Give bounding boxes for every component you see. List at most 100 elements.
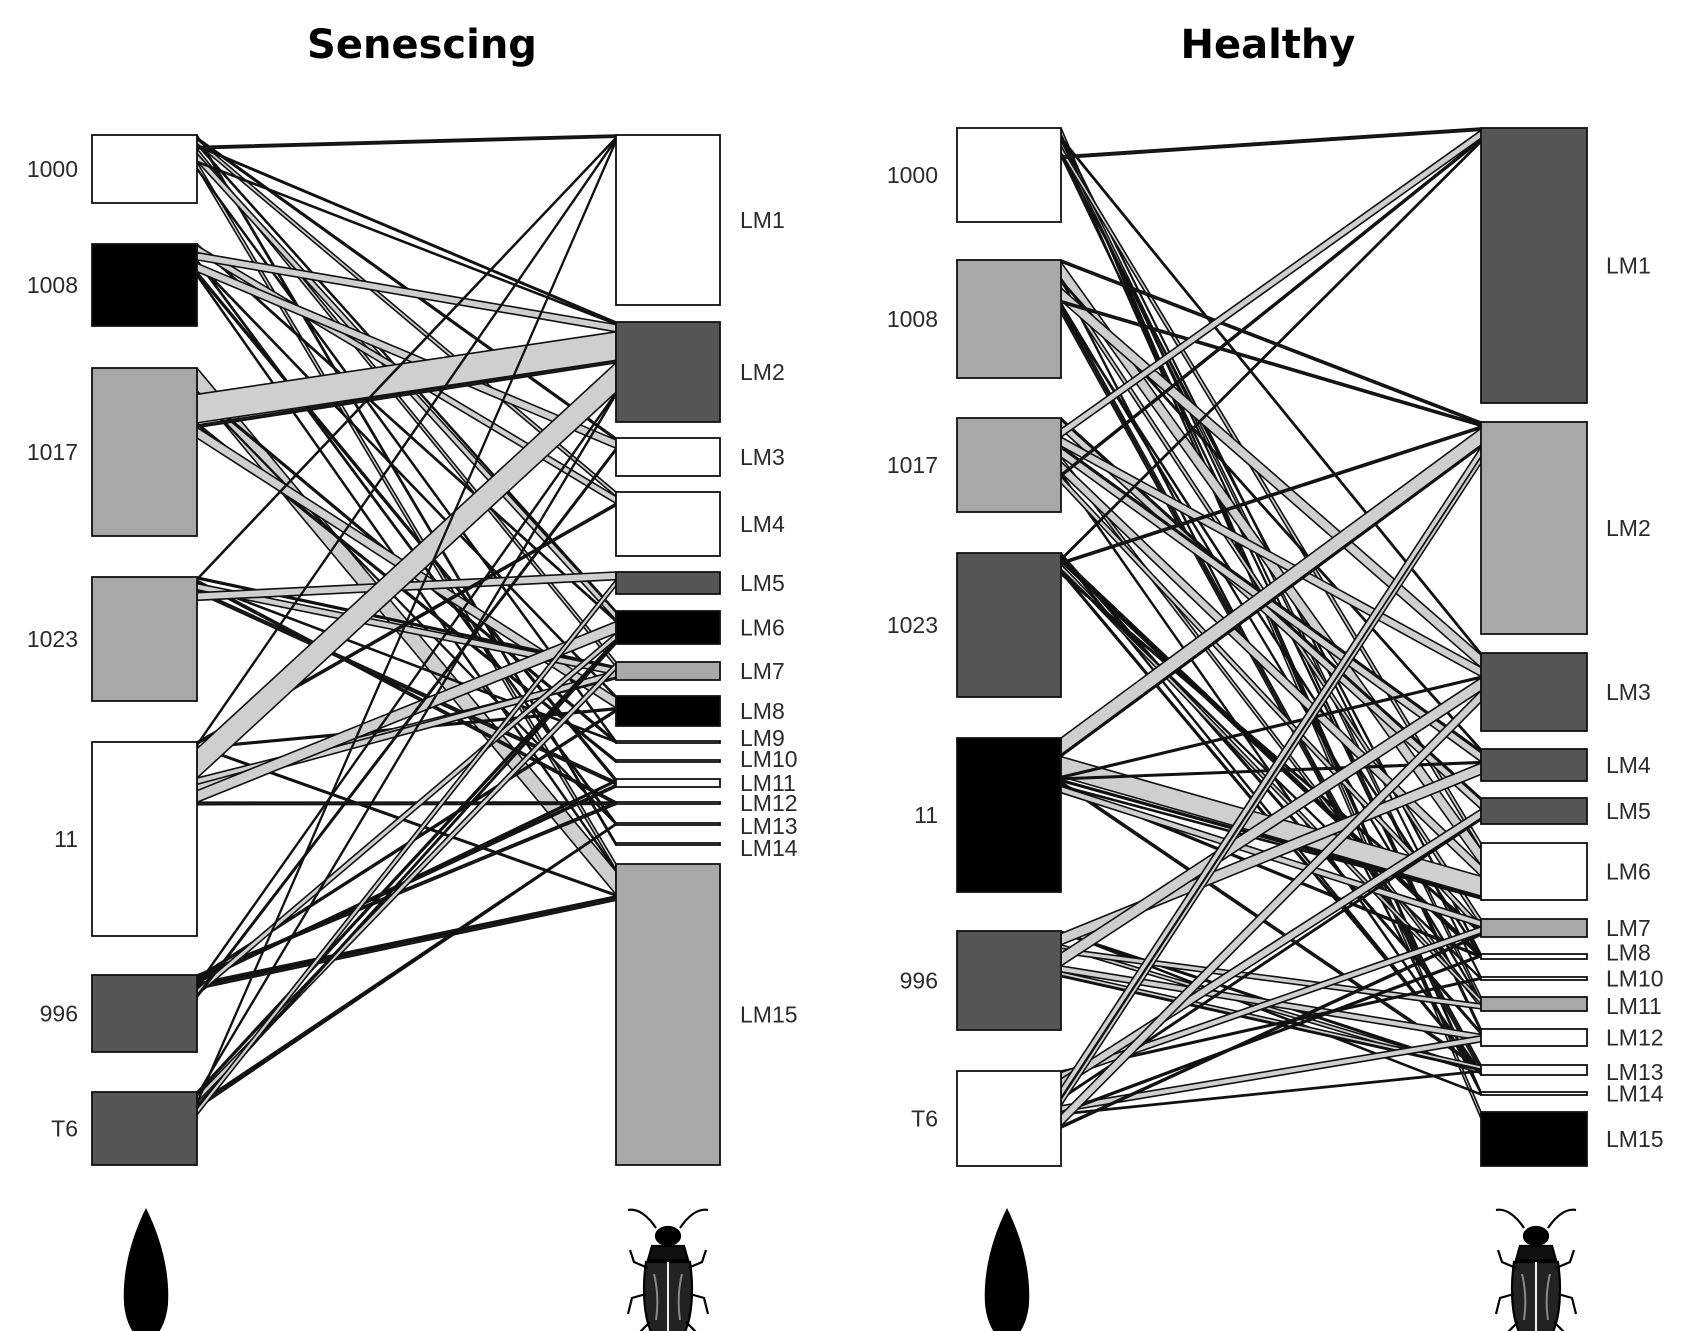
beetle-icon — [626, 1208, 710, 1331]
insect-label: LM8 — [1606, 940, 1651, 966]
plant-node — [956, 1070, 1062, 1167]
insect-label: LM1 — [740, 207, 785, 233]
insect-label: LM6 — [1606, 859, 1651, 885]
insect-label: LM8 — [740, 698, 785, 724]
panel-title: Healthy — [1181, 22, 1356, 68]
interaction-link — [196, 578, 617, 1116]
insect-label: LM12 — [740, 790, 798, 816]
interaction-link — [1060, 784, 1482, 900]
insect-node — [615, 695, 721, 727]
interaction-link — [1060, 127, 1482, 160]
plant-node — [956, 737, 1062, 893]
link-layer — [1060, 127, 1482, 1129]
insect-node — [1480, 652, 1588, 732]
plant-label: 11 — [54, 826, 78, 852]
insect-node — [615, 801, 721, 805]
insect-node — [615, 842, 721, 846]
panel-senescing: Senescing 1000 1008 1017 1023 11 996 T6 LM1 LM2 L… — [27, 22, 798, 1331]
insect-node — [1480, 953, 1588, 960]
insect-label: LM9 — [740, 725, 785, 751]
insect-node — [615, 491, 721, 557]
insect-label: LM13 — [1606, 1059, 1664, 1085]
insect-node — [615, 610, 721, 645]
plant-label: 1008 — [27, 272, 78, 298]
insect-label: LM7 — [1606, 915, 1651, 941]
insect-node — [1480, 918, 1588, 938]
insect-label: LM4 — [740, 511, 785, 537]
insect-label: LM14 — [740, 835, 798, 861]
plant-label: 1023 — [887, 612, 938, 638]
interaction-link — [196, 392, 617, 1097]
insect-node — [1480, 127, 1588, 404]
label-layer: 1000 1008 1017 1023 11 996 T6 LM1 LM2 LM3 LM4 LM5 LM… — [27, 156, 798, 1142]
insect-node — [615, 661, 721, 681]
plant-node — [956, 930, 1062, 1031]
interaction-link — [196, 801, 617, 806]
insect-label: LM11 — [740, 770, 796, 796]
plant-label: 1017 — [27, 439, 78, 465]
plant-node — [91, 243, 198, 327]
insect-node — [615, 740, 721, 744]
insect-label: LM14 — [1606, 1081, 1664, 1107]
insect-label: LM13 — [740, 813, 798, 839]
plant-node — [91, 576, 198, 702]
insect-node — [615, 778, 721, 788]
plant-label: 1008 — [887, 306, 938, 332]
interaction-link — [196, 134, 617, 150]
insect-node — [615, 134, 721, 306]
insect-node — [1480, 976, 1588, 981]
insect-node — [615, 759, 721, 763]
node-layer — [956, 127, 1588, 1167]
panel-healthy: Healthy 1000 1008 1017 1023 11 996 T6 LM1 LM2 LM3… — [887, 22, 1664, 1331]
insect-node — [615, 822, 721, 826]
insect-node — [1480, 797, 1588, 825]
insect-node — [615, 571, 721, 595]
plant-node — [91, 974, 198, 1053]
insect-label: LM7 — [740, 658, 785, 684]
plant-node — [956, 259, 1062, 379]
plant-node — [956, 552, 1062, 698]
insect-node — [615, 863, 721, 1166]
insect-label: LM3 — [740, 444, 785, 470]
beetle-icon — [1494, 1208, 1578, 1331]
insect-label: LM3 — [1606, 679, 1651, 705]
leaf-icon — [123, 1208, 169, 1331]
insect-label: LM11 — [1606, 993, 1662, 1019]
insect-node — [1480, 842, 1588, 901]
plant-label: 1023 — [27, 626, 78, 652]
plant-label: T6 — [911, 1106, 938, 1132]
insect-node — [1480, 996, 1588, 1012]
insect-label: LM2 — [740, 359, 785, 385]
insect-label: LM15 — [740, 1002, 798, 1028]
insect-label: LM10 — [740, 746, 798, 772]
plant-label: 1000 — [27, 156, 78, 182]
plant-label: T6 — [51, 1116, 78, 1142]
plant-node — [91, 1091, 198, 1166]
insect-node — [615, 321, 721, 423]
plant-label: 1000 — [887, 162, 938, 188]
link-layer — [196, 134, 617, 1116]
plant-label: 1017 — [887, 452, 938, 478]
insect-node — [1480, 748, 1588, 782]
leaf-icon — [984, 1208, 1030, 1331]
insect-label: LM6 — [740, 615, 785, 641]
node-layer — [91, 134, 721, 1166]
insect-label: LM15 — [1606, 1126, 1664, 1152]
insect-label: LM2 — [1606, 515, 1651, 541]
plant-node — [91, 367, 198, 537]
interaction-link — [196, 897, 617, 990]
insect-node — [1480, 1091, 1588, 1096]
label-layer: 1000 1008 1017 1023 11 996 T6 LM1 LM2 LM3 LM4 LM5 LM… — [887, 162, 1664, 1152]
insect-node — [1480, 421, 1588, 635]
insect-label: LM12 — [1606, 1025, 1664, 1051]
insect-node — [1480, 1064, 1588, 1076]
insect-label: LM5 — [740, 570, 785, 596]
insect-label: LM5 — [1606, 798, 1651, 824]
plant-label: 11 — [914, 802, 938, 828]
panel-title: Senescing — [307, 22, 537, 68]
plant-node — [956, 417, 1062, 513]
interaction-link — [1060, 137, 1482, 478]
interaction-link — [1060, 136, 1482, 656]
insect-label: LM4 — [1606, 752, 1651, 778]
